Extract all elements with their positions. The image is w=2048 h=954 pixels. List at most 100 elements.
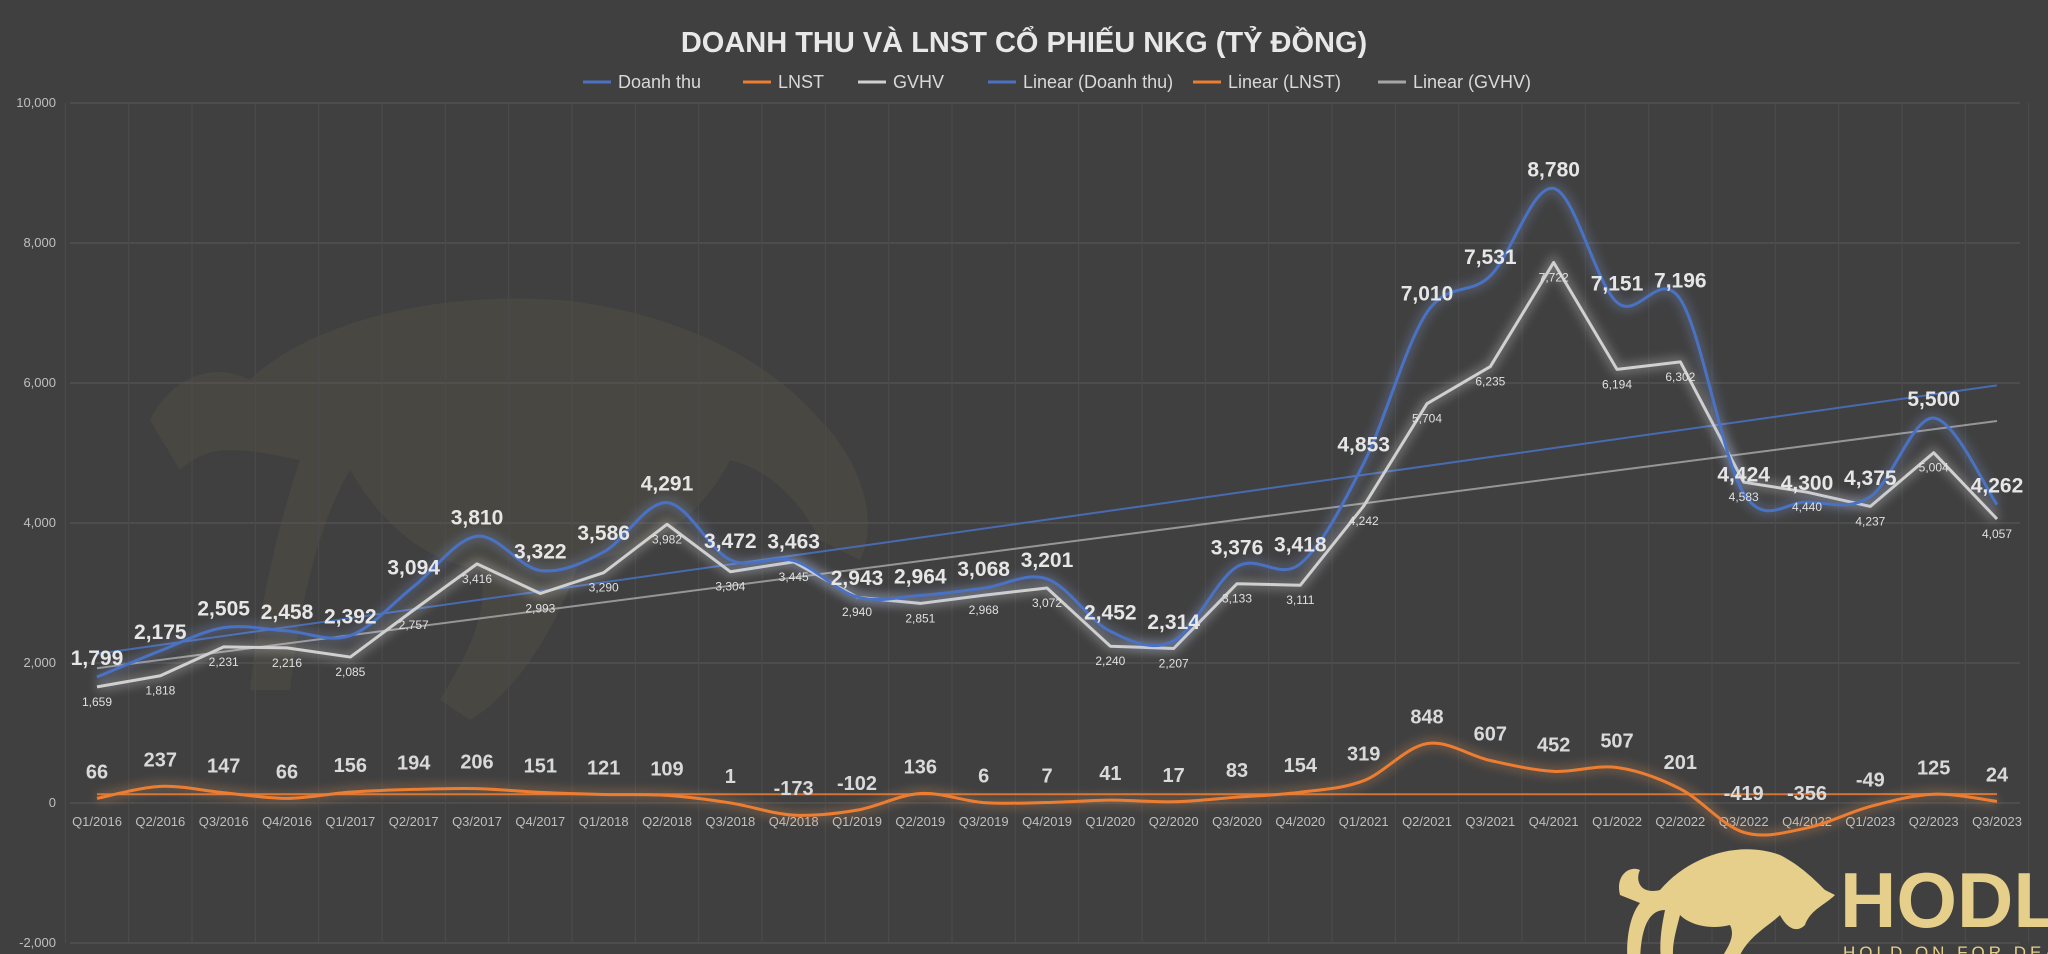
series-lines	[95, 183, 2002, 841]
x-axis: Q1/2016 Q2/2016 Q3/2016 Q4/2016 Q1/2017 Q2/20…	[72, 814, 2022, 829]
lnst-data-label: 83	[1226, 760, 1248, 782]
gvhv-data-label: 2,207	[1159, 657, 1189, 671]
doanh-thu-data-label: 2,964	[894, 566, 947, 589]
logo-tagline: HOLD ON FOR DEAR LIFE	[1843, 943, 2048, 954]
x-tick-label: Q3/2020	[1212, 814, 1262, 829]
doanh-thu-data-label: 3,418	[1274, 534, 1327, 557]
doanh-thu-data-label: 4,424	[1717, 463, 1770, 486]
doanh-thu-data-label: 2,505	[197, 598, 250, 621]
series-line-gvhv	[96, 260, 1999, 689]
trendline-gvhv	[96, 419, 1998, 670]
x-tick-label: Q4/2019	[1022, 814, 1072, 829]
doanh-thu-data-label: 7,010	[1401, 282, 1454, 305]
gvhv-data-label: 2,940	[842, 605, 872, 619]
lnst-data-label: 848	[1410, 707, 1443, 729]
doanh-thu-data-label: 8,780	[1527, 158, 1580, 181]
lnst-data-label: 121	[587, 758, 620, 780]
doanh-thu-data-label: 2,943	[831, 567, 884, 590]
doanh-thu-data-label: 3,322	[514, 540, 567, 563]
lnst-data-label: 452	[1537, 734, 1570, 756]
lnst-data-label: 17	[1163, 765, 1185, 787]
x-tick-label: Q2/2018	[642, 814, 692, 829]
lnst-data-label: -356	[1787, 783, 1827, 805]
x-tick-label: Q3/2018	[705, 814, 755, 829]
doanh-thu-data-label: 3,068	[957, 558, 1010, 581]
lnst-data-label: 151	[524, 755, 557, 777]
gvhv-data-label: 1,818	[145, 684, 175, 698]
x-tick-label: Q3/2019	[959, 814, 1009, 829]
y-tick-label: -2,000	[19, 935, 56, 950]
lnst-data-label: -419	[1724, 783, 1764, 805]
x-tick-label: Q2/2019	[895, 814, 945, 829]
lnst-data-label: -49	[1856, 769, 1885, 791]
gvhv-data-label: 6,302	[1665, 370, 1695, 384]
lnst-data-label: 24	[1986, 764, 2009, 786]
gvhv-data-label: 7,722	[1539, 270, 1569, 284]
x-tick-label: Q1/2020	[1085, 814, 1135, 829]
x-tick-label: Q1/2016	[72, 814, 122, 829]
logo-brand: HODL.VN	[1840, 856, 2048, 944]
x-tick-label: Q1/2018	[579, 814, 629, 829]
x-tick-label: Q3/2023	[1972, 814, 2022, 829]
doanh-thu-data-label: 4,375	[1844, 467, 1897, 490]
doanh-thu-data-label: 4,300	[1781, 472, 1834, 495]
gvhv-data-label: 2,085	[335, 665, 365, 679]
lnst-data-label: 237	[144, 749, 177, 771]
lnst-data-label: -102	[837, 773, 877, 795]
gvhv-data-label: 4,237	[1855, 514, 1885, 528]
gvhv-data-label: 2,993	[525, 601, 555, 615]
x-tick-label: Q2/2017	[389, 814, 439, 829]
lnst-data-label: 6	[978, 766, 989, 788]
legend-item: Linear (GVHV)	[1378, 72, 1531, 92]
series-line-doanh-thu	[96, 186, 1999, 679]
doanh-thu-data-label: 3,586	[577, 522, 630, 545]
gvhv-data-label: 3,072	[1032, 596, 1062, 610]
doanh-thu-data-label: 2,458	[261, 601, 314, 624]
doanh-thu-data-label: 7,196	[1654, 269, 1707, 292]
lnst-data-label: -173	[774, 778, 814, 800]
doanh-thu-data-label: 3,472	[704, 530, 757, 553]
gvhv-data-label: 3,445	[779, 570, 809, 584]
gvhv-data-label: 3,982	[652, 532, 682, 546]
doanh-thu-data-label: 7,531	[1464, 246, 1517, 269]
gvhv-data-label: 4,242	[1349, 514, 1379, 528]
gvhv-data-label: 4,057	[1982, 527, 2012, 541]
legend-label: GVHV	[893, 72, 944, 92]
x-tick-label: Q3/2017	[452, 814, 502, 829]
gvhv-data-label: 4,440	[1792, 500, 1822, 514]
doanh-thu-data-label: 1,799	[71, 647, 124, 670]
doanh-thu-data-label: 3,810	[451, 506, 504, 529]
lnst-data-label: 507	[1600, 731, 1633, 753]
legend: Doanh thu LNST GVHV Linear (Doanh thu) Linea…	[583, 72, 1531, 92]
logo-bull-icon	[1619, 849, 1835, 954]
doanh-thu-data-label: 2,392	[324, 606, 377, 629]
data-labels: 1,659 1,818 2,231 2,216 2,085 2,757 3,416 2,993…	[71, 158, 2024, 805]
x-tick-label: Q2/2020	[1149, 814, 1199, 829]
lnst-data-label: 607	[1474, 724, 1507, 746]
x-tick-label: Q4/2016	[262, 814, 312, 829]
lnst-data-label: 1	[725, 766, 736, 788]
x-tick-label: Q1/2023	[1845, 814, 1895, 829]
x-tick-label: Q2/2021	[1402, 814, 1452, 829]
x-tick-label: Q1/2017	[325, 814, 375, 829]
gvhv-data-label: 6,235	[1475, 375, 1505, 389]
gvhv-data-label: 5,704	[1412, 412, 1442, 426]
gvhv-data-label: 2,231	[209, 655, 239, 669]
hodl-logo: HODL.VN HOLD ON FOR DEAR LIFE	[1619, 849, 2048, 954]
lnst-data-label: 194	[397, 752, 431, 774]
lnst-data-label: 319	[1347, 744, 1380, 766]
lnst-data-label: 125	[1917, 757, 1950, 779]
lnst-data-label: 136	[904, 756, 937, 778]
lnst-data-label: 7	[1041, 766, 1052, 788]
x-tick-label: Q4/2017	[515, 814, 565, 829]
lnst-data-label: 156	[334, 755, 367, 777]
lnst-data-label: 206	[460, 752, 493, 774]
legend-item: Linear (Doanh thu)	[988, 72, 1173, 92]
x-tick-label: Q3/2016	[199, 814, 249, 829]
y-tick-label: 8,000	[23, 235, 56, 250]
doanh-thu-data-label: 4,291	[641, 473, 694, 496]
gvhv-data-label: 3,416	[462, 572, 492, 586]
y-axis: -2,000 0 2,000 4,000 6,000 8,000 10,000	[16, 95, 56, 950]
y-tick-label: 0	[49, 795, 56, 810]
